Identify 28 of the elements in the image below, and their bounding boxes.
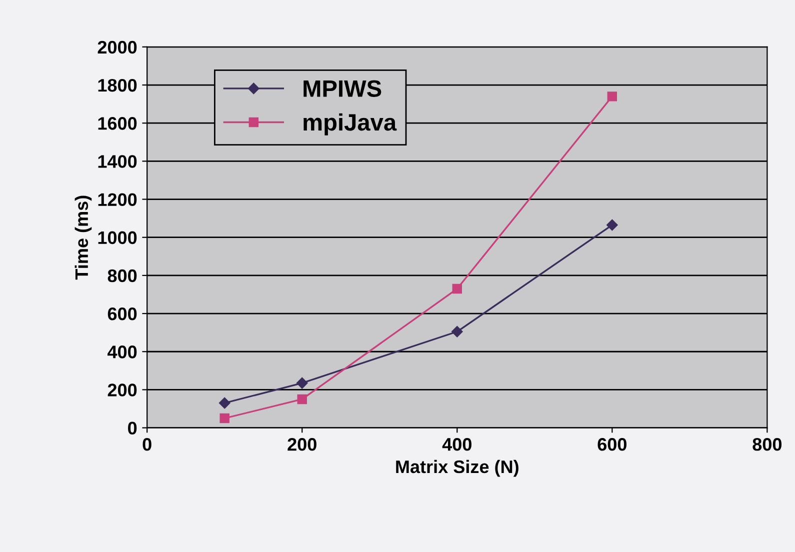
x-tick-label: 800 xyxy=(752,438,782,451)
y-tick-label: 1800 xyxy=(98,78,137,92)
legend-label: mpiJava xyxy=(304,113,397,136)
y-tick-label: 400 xyxy=(108,346,137,358)
y-tick-label: 800 xyxy=(108,269,137,282)
y-tick-label: 1000 xyxy=(98,231,137,244)
y-tick-label: 2000 xyxy=(98,40,137,54)
legend-label: MPIWS xyxy=(304,80,382,97)
y-tick-label: 200 xyxy=(108,384,137,396)
y-tick-label: 600 xyxy=(108,307,137,320)
point xyxy=(297,394,307,404)
y-tick-label: 1400 xyxy=(98,155,137,168)
point xyxy=(452,284,462,294)
point xyxy=(296,377,308,389)
y-tick-label: 1600 xyxy=(98,117,137,130)
x-tick-label: 200 xyxy=(288,438,316,451)
y-tick-label: 0 xyxy=(128,422,137,435)
point xyxy=(606,219,618,231)
point xyxy=(452,326,463,338)
point xyxy=(220,413,230,424)
x-tick-label: 400 xyxy=(442,438,472,451)
y-axis-title: Time (ms) xyxy=(74,196,92,280)
point xyxy=(218,397,230,409)
x-axis-title: Matrix Size (N) xyxy=(396,460,518,477)
x-tick-label: 600 xyxy=(598,438,626,451)
point xyxy=(607,92,618,102)
x-tick-label: 0 xyxy=(142,438,152,451)
y-tick-label: 1200 xyxy=(98,193,137,206)
